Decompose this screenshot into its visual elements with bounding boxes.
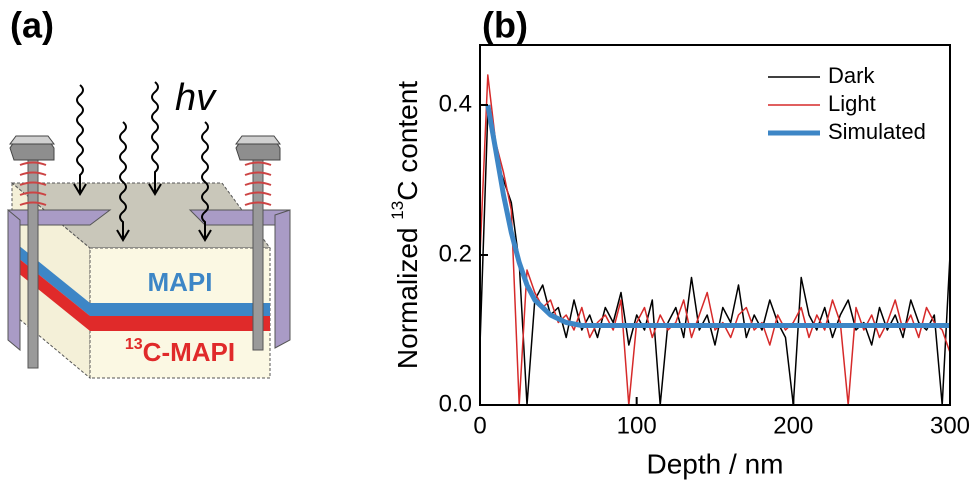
series-line xyxy=(480,74,950,405)
y-tick-label: 0.0 xyxy=(439,390,472,417)
plot: 0 100 200 300 0.0 0.2 0.4 Dark Light Simulated xyxy=(439,44,970,439)
clamp xyxy=(274,209,291,349)
x-axis-label: Depth / nm xyxy=(647,448,784,479)
post xyxy=(252,159,264,351)
y-tick-label: 0.4 xyxy=(439,90,472,117)
clamp xyxy=(7,208,21,352)
legend-label: Dark xyxy=(828,63,875,88)
bolt-top xyxy=(235,135,281,145)
y-tick-label: 0.2 xyxy=(439,240,472,267)
photon-arrows xyxy=(73,81,212,242)
bolt xyxy=(9,141,55,161)
x-tick-label: 200 xyxy=(773,412,813,439)
layer-label: 13C-MAPI xyxy=(125,336,235,367)
y-label-part: C content xyxy=(392,81,423,201)
sup: 13 xyxy=(125,336,143,353)
photon-label: hv xyxy=(175,77,217,119)
layer-blue xyxy=(90,303,270,316)
x-tick-label: 300 xyxy=(930,412,970,439)
panel-label: (a) xyxy=(10,5,54,46)
bolt-top xyxy=(9,135,55,145)
panel-label: (b) xyxy=(482,5,528,46)
layer-label: MAPI xyxy=(148,267,213,297)
text: C-MAPI xyxy=(143,337,235,367)
bolt xyxy=(235,141,281,161)
series-line xyxy=(485,104,950,328)
device-diagram: (a) hv MAPI 13C-MAPI xyxy=(7,5,291,380)
y-label-sup: 13 xyxy=(388,201,407,220)
post xyxy=(27,159,39,369)
y-label-part: Normalized xyxy=(392,220,423,369)
x-tick-label: 0 xyxy=(473,412,486,439)
spring xyxy=(244,161,272,206)
spring xyxy=(19,161,47,206)
plot-frame xyxy=(479,44,951,406)
y-axis-label: Normalized 13C content xyxy=(388,81,423,369)
legend-label: Light xyxy=(828,91,876,116)
layer-red xyxy=(90,316,270,331)
legend-label: Simulated xyxy=(828,119,926,144)
x-tick-label: 100 xyxy=(617,412,657,439)
series-line xyxy=(480,111,950,405)
